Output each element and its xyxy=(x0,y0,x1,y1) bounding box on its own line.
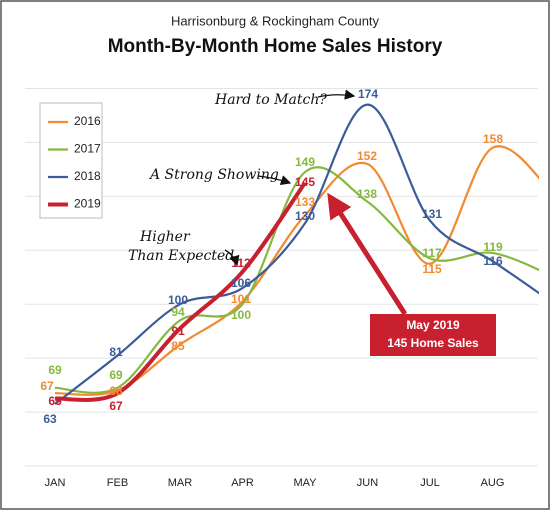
data-label: 130 xyxy=(295,209,315,223)
data-label: 119 xyxy=(483,240,503,254)
data-label: 68 xyxy=(109,384,123,398)
data-label: 138 xyxy=(357,187,377,201)
series-line xyxy=(54,103,539,405)
series-line xyxy=(54,181,307,402)
data-label: 158 xyxy=(483,132,503,146)
data-label: 81 xyxy=(109,345,123,359)
data-label: 131 xyxy=(422,207,442,221)
chart-title: Month-By-Month Home Sales History xyxy=(108,36,443,57)
annotation: Than Expected xyxy=(128,248,234,264)
legend-label: 2017 xyxy=(74,142,101,156)
x-tick-label: AUG xyxy=(481,477,505,489)
data-label: 149 xyxy=(295,155,315,169)
data-label: 67 xyxy=(40,379,54,393)
data-label: 67 xyxy=(109,399,123,413)
data-label: 63 xyxy=(43,412,57,426)
data-label: 152 xyxy=(357,149,377,163)
x-tick-label: JAN xyxy=(45,477,66,489)
callout-text: May 2019 xyxy=(406,318,460,332)
x-tick-label: MAY xyxy=(293,477,317,489)
data-label: 69 xyxy=(109,368,123,382)
x-tick-label: MAR xyxy=(168,477,193,489)
series-line xyxy=(54,166,539,394)
legend-label: 2016 xyxy=(74,114,101,128)
callout-text: 145 Home Sales xyxy=(387,336,479,350)
data-label: 106 xyxy=(231,276,251,290)
arrow xyxy=(257,175,292,186)
data-label: 133 xyxy=(295,195,315,209)
callout-box xyxy=(370,314,496,356)
data-label: 69 xyxy=(48,363,62,377)
data-label: 117 xyxy=(422,246,442,260)
series-line xyxy=(54,145,539,396)
data-label: 101 xyxy=(231,292,251,306)
data-label: 100 xyxy=(231,308,251,322)
data-label: 100 xyxy=(168,293,188,307)
arrow xyxy=(224,249,240,267)
data-label: 91 xyxy=(171,324,185,338)
x-tick-label: JUL xyxy=(420,477,440,489)
x-tick-label: FEB xyxy=(107,477,128,489)
data-label: 116 xyxy=(483,254,503,268)
data-label: 174 xyxy=(358,87,378,101)
x-tick-label: APR xyxy=(231,477,254,489)
legend-label: 2019 xyxy=(74,197,101,211)
annotation: Higher xyxy=(139,229,191,245)
data-label: 115 xyxy=(422,262,442,276)
chart-subtitle: Harrisonburg & Rockingham County xyxy=(171,13,380,28)
callout-arrow xyxy=(327,192,408,316)
annotation: A Strong Showing xyxy=(148,167,279,183)
data-label: 94 xyxy=(171,305,185,319)
data-label: 85 xyxy=(171,339,185,353)
data-label: 145 xyxy=(295,175,315,189)
annotation: Hard to Match? xyxy=(214,92,327,108)
legend-label: 2018 xyxy=(74,169,101,183)
data-label: 65 xyxy=(48,394,62,408)
arrow xyxy=(317,89,356,100)
x-tick-label: JUN xyxy=(357,477,378,489)
